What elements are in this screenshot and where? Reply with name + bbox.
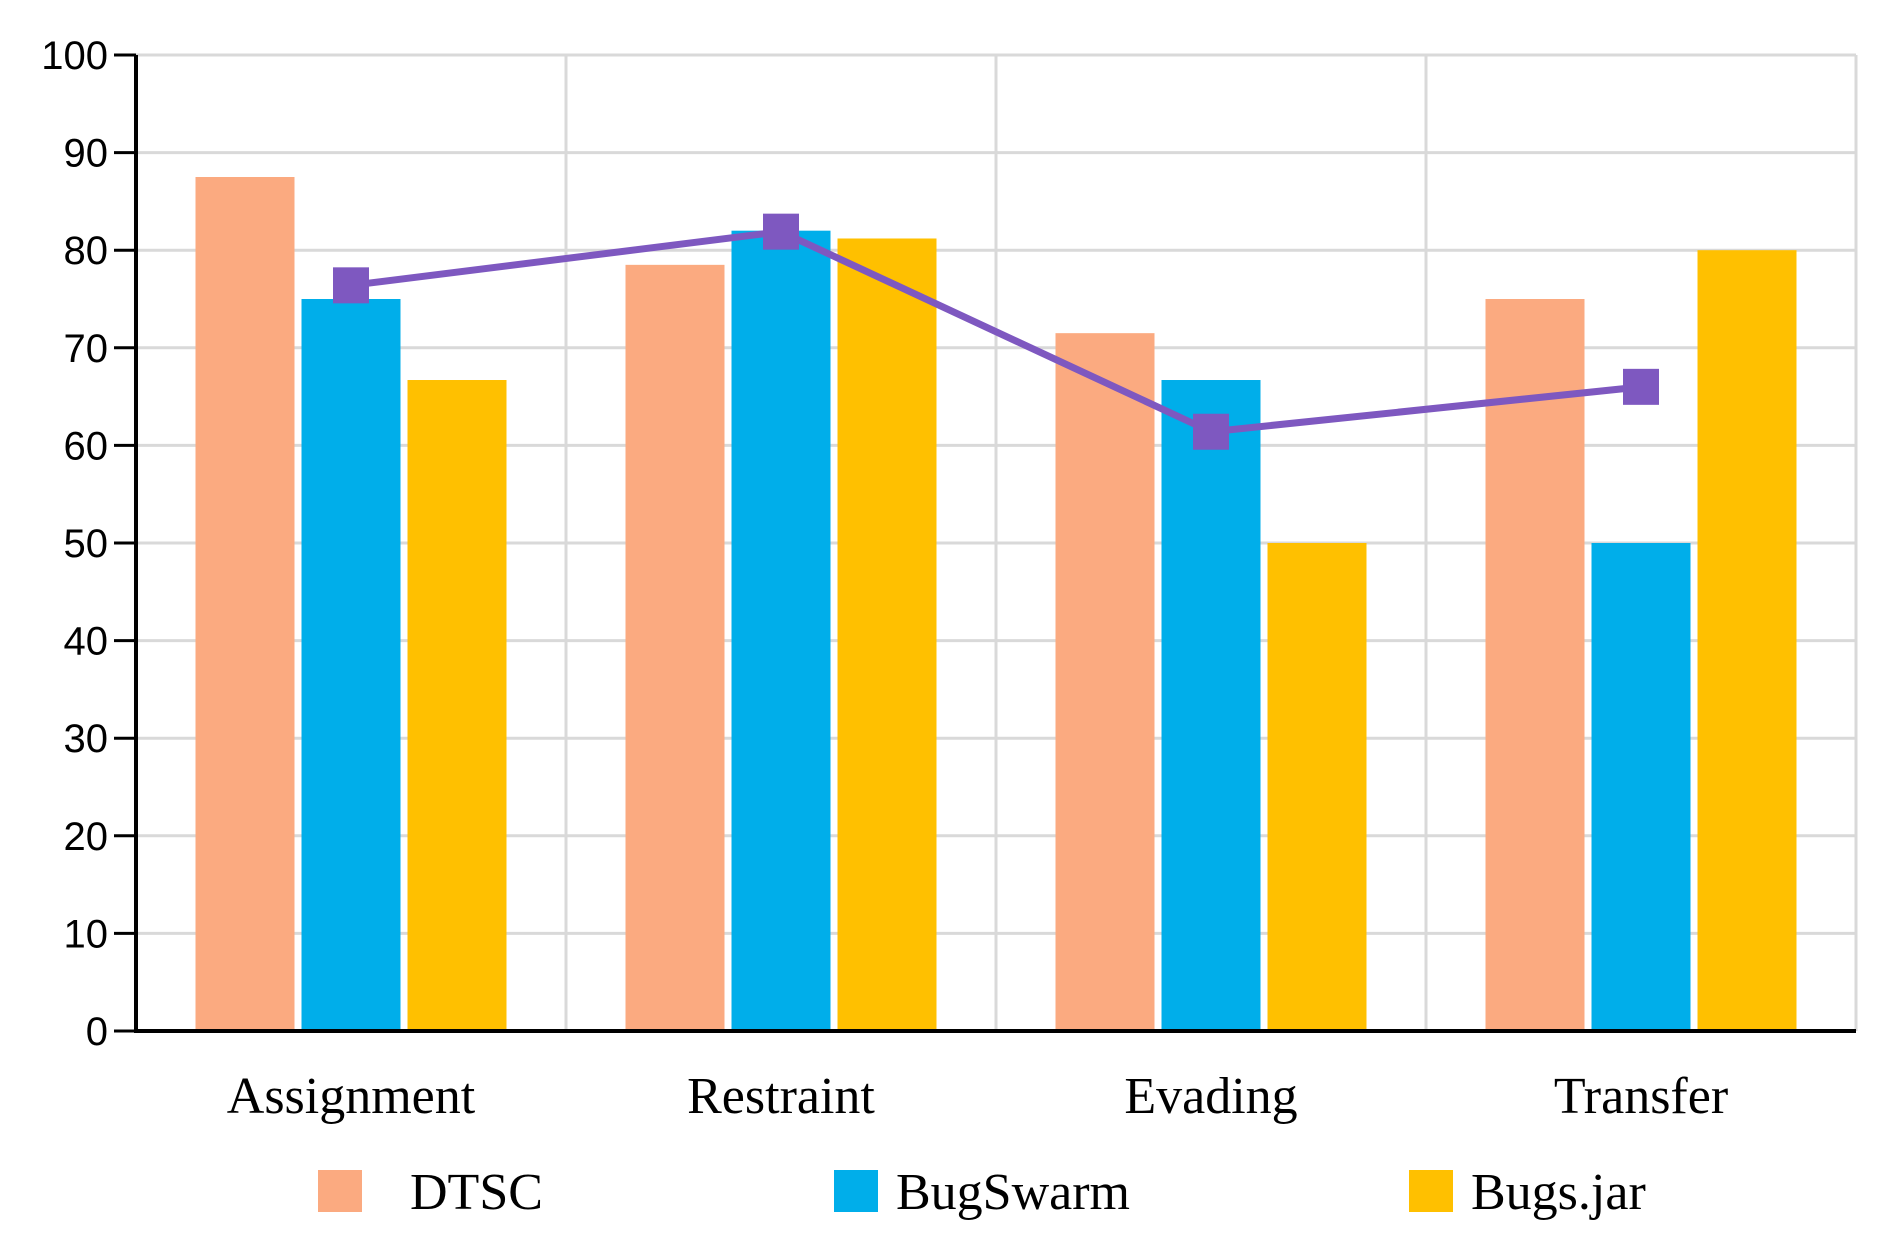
y-tick-label: 100 <box>41 34 108 78</box>
line-series-path <box>350 228 1642 436</box>
x-label-evading: Evading <box>1124 1068 1297 1125</box>
y-tick-label: 0 <box>86 1010 108 1054</box>
bar-dtsc-assignment <box>195 177 295 1031</box>
y-tick-label: 10 <box>64 912 109 956</box>
line-series <box>333 213 1659 450</box>
bars <box>195 177 1797 1032</box>
line-marker-assignment <box>333 267 369 304</box>
y-axis-ticks: 0 10 20 30 40 50 60 70 80 90 100 <box>41 34 136 1054</box>
y-tick-label: 40 <box>64 620 109 664</box>
legend-swatch-bugs-jar <box>1409 1170 1453 1212</box>
x-label-assignment: Assignment <box>227 1068 476 1125</box>
legend-swatch-bugswarm <box>834 1170 878 1212</box>
x-label-transfer: Transfer <box>1554 1068 1728 1125</box>
bar-bugswarm-restraint <box>731 230 831 1031</box>
y-tick-label: 50 <box>64 522 109 566</box>
bar-dtsc-transfer <box>1485 299 1585 1031</box>
x-label-restraint: Restraint <box>687 1068 875 1125</box>
bar-dtsc-restraint <box>625 264 725 1032</box>
bar-bugs-jar-evading <box>1267 543 1367 1031</box>
line-marker-evading <box>1193 413 1229 450</box>
bar-bugswarm-transfer <box>1591 543 1691 1031</box>
legend-label-bugs-jar: Bugs.jar <box>1471 1164 1646 1221</box>
line-marker-restraint <box>763 213 799 250</box>
y-tick-label: 80 <box>64 229 109 273</box>
y-tick-label: 60 <box>64 424 109 468</box>
bar-dtsc-evading <box>1055 333 1155 1031</box>
bar-bugswarm-assignment <box>301 299 401 1031</box>
y-tick-label: 30 <box>64 717 109 761</box>
bar-bugswarm-evading <box>1161 380 1261 1031</box>
y-tick-label: 90 <box>64 132 109 176</box>
bar-bugs-jar-assignment <box>407 380 507 1031</box>
legend-swatch-dtsc <box>318 1170 362 1212</box>
legend-label-bugswarm: BugSwarm <box>896 1164 1130 1221</box>
y-tick-label: 70 <box>64 327 109 371</box>
y-tick-label: 20 <box>64 815 109 859</box>
line-marker-transfer <box>1623 368 1659 405</box>
x-axis-labels: Assignment Restraint Evading Transfer <box>227 1068 1728 1125</box>
legend: DTSC BugSwarm Bugs.jar <box>318 1164 1646 1221</box>
bar-bugs-jar-restraint <box>837 238 937 1031</box>
legend-label-dtsc: DTSC <box>410 1164 543 1221</box>
bar-bugs-jar-transfer <box>1697 250 1797 1031</box>
